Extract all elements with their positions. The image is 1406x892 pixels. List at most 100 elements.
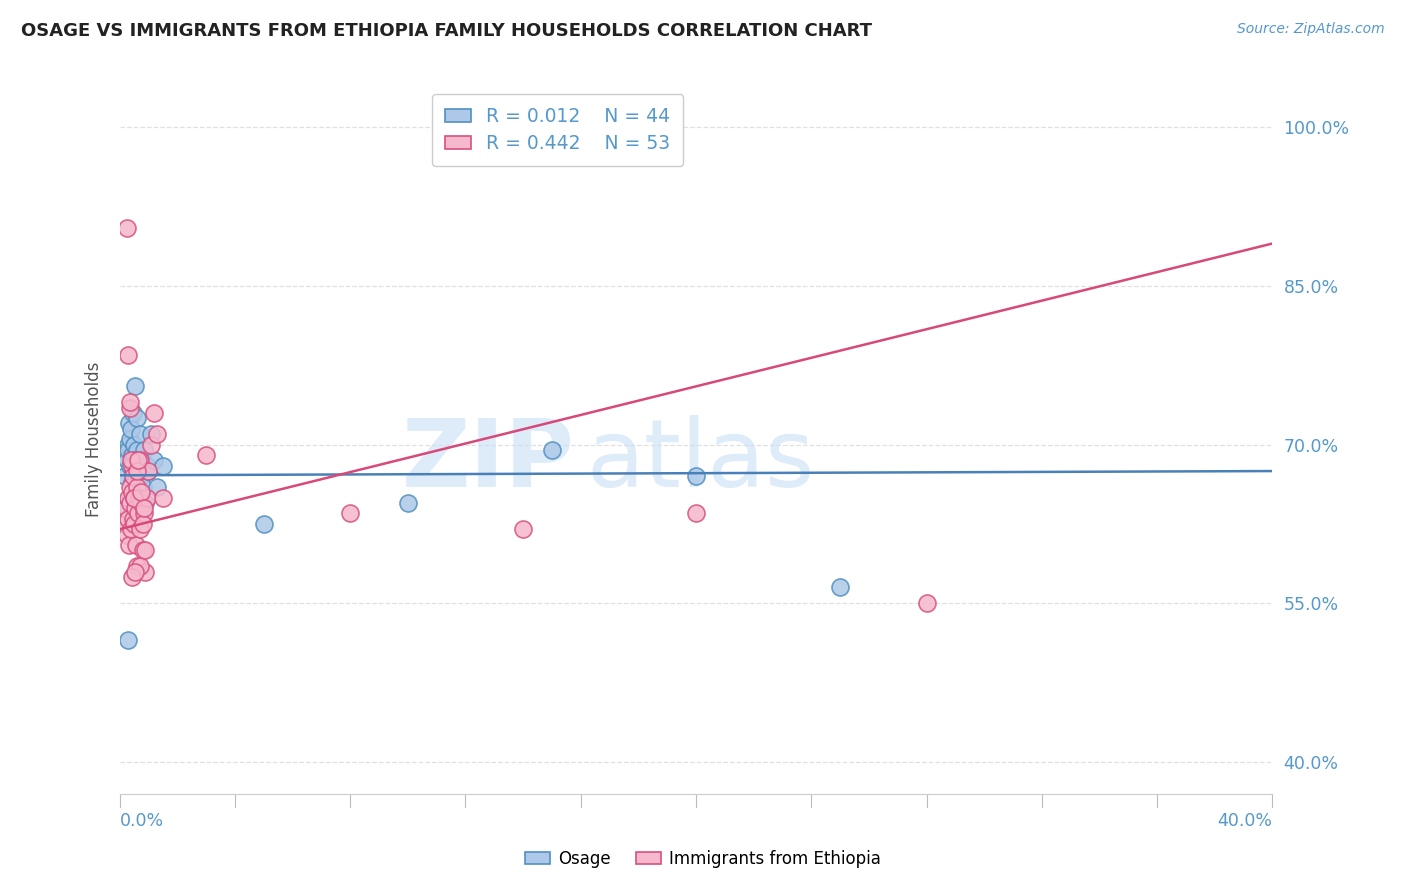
Point: [152, 491, 174, 505]
Point: [124, 437, 146, 451]
Legend: Osage, Immigrants from Ethiopia: Osage, Immigrants from Ethiopia: [519, 844, 887, 875]
Point: [143, 453, 166, 467]
Point: [120, 522, 142, 536]
Point: [118, 395, 141, 409]
Point: [135, 491, 157, 505]
Text: 40.0%: 40.0%: [1218, 812, 1272, 830]
Point: [339, 507, 361, 521]
Point: [118, 480, 141, 494]
Point: [512, 522, 534, 536]
Point: [124, 565, 146, 579]
Point: [118, 417, 141, 431]
Point: [121, 464, 143, 478]
Legend: R = 0.012    N = 44, R = 0.442    N = 53: R = 0.012 N = 44, R = 0.442 N = 53: [432, 95, 683, 166]
Point: [124, 379, 146, 393]
Point: [120, 458, 142, 473]
Point: [122, 469, 145, 483]
Point: [122, 458, 145, 473]
Point: [117, 633, 139, 648]
Point: [121, 448, 143, 462]
Point: [128, 491, 150, 505]
Point: [125, 559, 148, 574]
Point: [396, 496, 419, 510]
Point: [120, 496, 142, 510]
Text: ZIP: ZIP: [402, 415, 575, 507]
Point: [115, 453, 138, 467]
Point: [128, 559, 150, 574]
Point: [129, 485, 152, 500]
Point: [253, 516, 276, 531]
Point: [122, 406, 145, 420]
Point: [122, 453, 145, 467]
Text: OSAGE VS IMMIGRANTS FROM ETHIOPIA FAMILY HOUSEHOLDS CORRELATION CHART: OSAGE VS IMMIGRANTS FROM ETHIOPIA FAMILY…: [21, 22, 872, 40]
Point: [124, 516, 146, 531]
Point: [121, 475, 143, 489]
Point: [131, 543, 153, 558]
Point: [115, 220, 138, 235]
Point: [121, 485, 143, 500]
Point: [134, 543, 156, 558]
Point: [135, 458, 157, 473]
Point: [124, 501, 146, 516]
Point: [132, 442, 155, 457]
Point: [122, 491, 145, 505]
Point: [118, 401, 141, 415]
Text: atlas: atlas: [586, 415, 814, 507]
Point: [152, 458, 174, 473]
Point: [114, 469, 136, 483]
Point: [117, 491, 139, 505]
Point: [131, 516, 153, 531]
Point: [125, 464, 148, 478]
Point: [115, 501, 138, 516]
Point: [117, 348, 139, 362]
Point: [146, 427, 169, 442]
Point: [125, 538, 148, 552]
Point: [115, 501, 138, 516]
Point: [132, 501, 155, 516]
Point: [121, 570, 143, 584]
Point: [141, 427, 163, 442]
Point: [915, 596, 938, 610]
Point: [127, 442, 149, 457]
Point: [121, 511, 143, 525]
Point: [118, 491, 141, 505]
Point: [132, 507, 155, 521]
Point: [143, 406, 166, 420]
Point: [541, 442, 564, 457]
Point: [146, 480, 169, 494]
Point: [125, 469, 148, 483]
Point: [129, 453, 152, 467]
Point: [118, 433, 141, 447]
Point: [685, 507, 707, 521]
Point: [127, 507, 149, 521]
Point: [125, 458, 148, 473]
Point: [685, 469, 707, 483]
Point: [128, 453, 150, 467]
Point: [127, 458, 149, 473]
Point: [125, 411, 148, 425]
Point: [117, 437, 139, 451]
Point: [124, 485, 146, 500]
Point: [114, 516, 136, 531]
Point: [138, 464, 160, 478]
Point: [117, 442, 139, 457]
Point: [127, 453, 149, 467]
Point: [129, 522, 152, 536]
Point: [129, 469, 152, 483]
Point: [117, 511, 139, 525]
Point: [131, 480, 153, 494]
Text: Source: ZipAtlas.com: Source: ZipAtlas.com: [1237, 22, 1385, 37]
Point: [141, 437, 163, 451]
Point: [120, 511, 142, 525]
Point: [134, 496, 156, 510]
Point: [128, 427, 150, 442]
Point: [122, 491, 145, 505]
Point: [120, 453, 142, 467]
Point: [127, 480, 149, 494]
Point: [194, 448, 218, 462]
Point: [118, 538, 141, 552]
Point: [120, 422, 142, 436]
Point: [138, 464, 160, 478]
Y-axis label: Family Households: Family Households: [84, 361, 103, 517]
Point: [121, 458, 143, 473]
